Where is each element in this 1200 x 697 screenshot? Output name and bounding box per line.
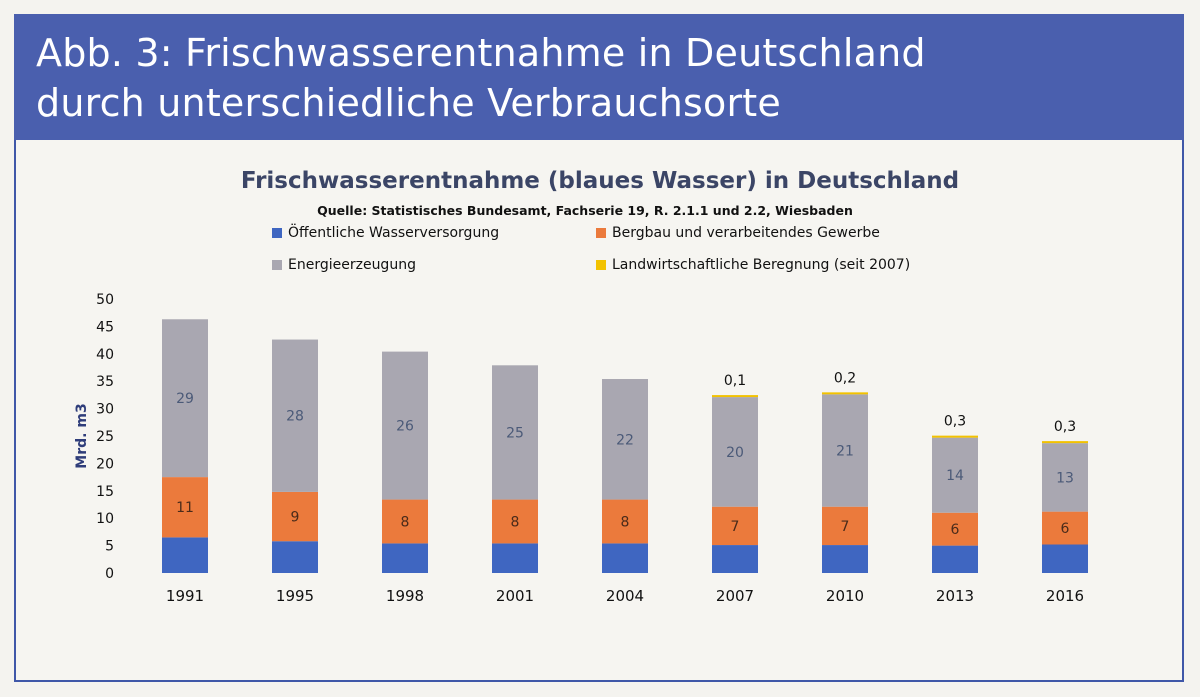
bar-segment-energy — [712, 397, 758, 507]
legend-swatch-agri — [596, 260, 606, 270]
y-tick-label: 35 — [96, 374, 114, 390]
bar-segment-energy — [492, 365, 538, 500]
data-label-energy: 21 — [836, 444, 854, 460]
bar-segment-public — [1042, 544, 1088, 573]
bar-segment-public — [712, 545, 758, 573]
bar-segment-energy — [1042, 443, 1088, 512]
x-tick-label: 1995 — [276, 587, 314, 605]
x-tick-label: 1998 — [386, 587, 424, 605]
bar-segment-public — [382, 543, 428, 573]
data-label-mining: 8 — [621, 514, 630, 530]
legend-item-public: Öffentliche Wasserversorgung — [272, 225, 499, 241]
data-label-energy: 26 — [396, 419, 414, 435]
banner-title-line2: durch unterschiedliche Verbrauchsorte — [36, 81, 781, 125]
data-label-energy: 28 — [286, 409, 304, 425]
x-tick-label: 1991 — [166, 587, 204, 605]
data-label-agri: 0,3 — [944, 414, 966, 430]
bar-segment-energy — [382, 351, 428, 500]
legend-swatch-energy — [272, 260, 282, 270]
bar-segment-energy — [272, 339, 318, 492]
data-label-agri: 0,1 — [724, 373, 746, 389]
y-tick-label: 45 — [96, 319, 114, 335]
y-tick-label: 10 — [96, 511, 114, 527]
legend-label-energy: Energieerzeugung — [288, 257, 416, 273]
bar-segment-mining — [1042, 511, 1088, 545]
data-label-mining: 9 — [291, 510, 300, 526]
bar-segment-mining — [932, 512, 978, 546]
legend-swatch-public — [272, 228, 282, 238]
data-label-energy: 13 — [1056, 470, 1074, 486]
y-tick-label: 15 — [96, 484, 114, 500]
bar-segment-mining — [712, 506, 758, 546]
legend-item-energy: Energieerzeugung — [272, 257, 416, 273]
x-tick-label: 2013 — [936, 587, 974, 605]
bar-segment-energy — [602, 379, 648, 500]
y-tick-label: 0 — [105, 566, 114, 582]
x-tick-label: 2016 — [1046, 587, 1084, 605]
data-label-energy: 20 — [726, 445, 744, 461]
bar-segment-agri — [822, 392, 868, 395]
bar-segment-mining — [822, 506, 868, 546]
bar-segment-public — [932, 545, 978, 573]
data-label-mining: 8 — [401, 514, 410, 530]
legend-label-mining: Bergbau und verarbeitendes Gewerbe — [612, 225, 880, 241]
y-tick-label: 5 — [105, 539, 114, 555]
bar-segment-public — [822, 545, 868, 573]
data-label-mining: 6 — [1061, 521, 1070, 537]
title-banner: Abb. 3: Frischwasserentnahme in Deutschl… — [14, 14, 1184, 140]
bar-segment-agri — [712, 395, 758, 398]
bar-segment-public — [492, 543, 538, 573]
bar-segment-mining — [602, 499, 648, 544]
data-label-mining: 8 — [511, 514, 520, 530]
data-label-energy: 29 — [176, 391, 194, 407]
x-tick-label: 2007 — [716, 587, 754, 605]
bar-segment-agri — [1042, 441, 1088, 444]
legend-label-public: Öffentliche Wasserversorgung — [288, 225, 500, 241]
bar-segment-energy — [822, 394, 868, 507]
data-label-mining: 6 — [951, 522, 960, 538]
data-label-mining: 7 — [841, 519, 850, 535]
bar-segment-mining — [272, 491, 318, 542]
bar-segment-public — [272, 541, 318, 573]
legend-label-agri: Landwirtschaftliche Beregnung (seit 2007… — [612, 257, 911, 273]
banner-title-line1: Abb. 3: Frischwasserentnahme in Deutschl… — [36, 31, 926, 75]
y-tick-label: 50 — [96, 292, 114, 308]
y-tick-label: 20 — [96, 456, 114, 472]
x-tick-label: 2001 — [496, 587, 534, 605]
bar-segment-energy — [932, 437, 978, 513]
bar-segment-public — [162, 537, 208, 573]
data-label-mining: 11 — [176, 500, 194, 516]
data-label-energy: 14 — [946, 468, 964, 484]
legend-swatch-mining — [596, 228, 606, 238]
chart-title: Frischwasserentnahme (blaues Wasser) in … — [240, 168, 960, 194]
chart-source: Quelle: Statistisches Bundesamt, Fachser… — [317, 203, 853, 218]
y-tick-label: 30 — [96, 402, 114, 418]
x-tick-label: 2004 — [606, 587, 644, 605]
banner-title: Abb. 3: Frischwasserentnahme in Deutschl… — [36, 28, 926, 128]
data-label-energy: 22 — [616, 432, 634, 448]
bar-segment-agri — [932, 435, 978, 438]
data-label-mining: 7 — [731, 519, 740, 535]
legend-item-agri: Landwirtschaftliche Beregnung (seit 2007… — [596, 257, 910, 273]
y-tick-label: 25 — [96, 429, 114, 445]
bar-segment-public — [602, 543, 648, 573]
y-axis-title: Mrd. m3 — [74, 403, 90, 468]
x-tick-label: 2010 — [826, 587, 864, 605]
bar-segment-energy — [162, 319, 208, 478]
data-label-energy: 25 — [506, 425, 524, 441]
y-tick-label: 40 — [96, 347, 114, 363]
bar-segment-mining — [162, 477, 208, 538]
data-label-agri: 0,2 — [834, 370, 856, 386]
legend-item-mining: Bergbau und verarbeitendes Gewerbe — [596, 225, 880, 241]
bar-segment-mining — [382, 499, 428, 544]
bar-segment-mining — [492, 499, 538, 544]
data-label-agri: 0,3 — [1054, 419, 1076, 435]
